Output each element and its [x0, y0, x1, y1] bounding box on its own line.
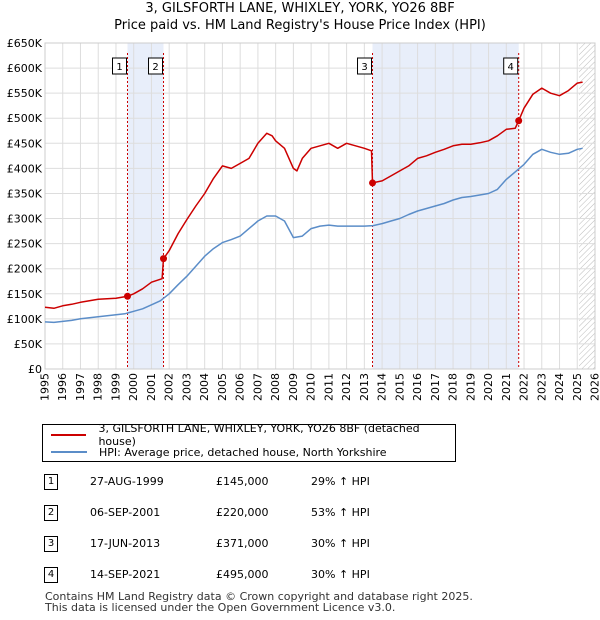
legend-label-property: 3, GILSFORTH LANE, WHIXLEY, YORK, YO26 8…	[98, 422, 420, 448]
y-tick-label: £0	[28, 363, 42, 376]
y-tick-label: £200K	[7, 263, 43, 276]
sale-badge: 4	[44, 567, 58, 583]
sale-badge: 2	[44, 505, 58, 521]
property-price-line	[44, 81, 583, 310]
x-tick-label: 2019	[464, 373, 477, 401]
x-tick-label: 2016	[411, 373, 424, 401]
x-tick-label: 1995	[39, 373, 52, 401]
sale-marker-label: 3	[361, 62, 367, 73]
y-tick-label: £100K	[7, 313, 43, 326]
sale-marker-label: 4	[508, 62, 514, 73]
footer-licence: This data is licensed under the Open Gov…	[45, 601, 396, 614]
x-tick-label: 2015	[393, 373, 406, 401]
x-tick-label: 2005	[216, 373, 229, 401]
sale-marker-box	[503, 57, 519, 75]
x-tick-label: 2008	[269, 373, 282, 401]
sale-marker-box	[112, 57, 127, 75]
sale-date: 06-SEP-2001	[90, 506, 161, 519]
x-tick-label: 2024	[553, 373, 566, 401]
sale-badge: 1	[44, 474, 58, 490]
x-tick-label: 2014	[376, 373, 389, 401]
footer-copyright: Contains HM Land Registry data © Crown c…	[45, 590, 473, 603]
y-tick-label: £150K	[7, 288, 43, 301]
sale-badge: 3	[44, 536, 58, 552]
x-tick-label: 2022	[518, 373, 531, 401]
legend-swatch-hpi	[51, 451, 87, 453]
x-tick-label: 2002	[163, 373, 176, 401]
sale-price: £145,000	[216, 475, 269, 488]
plot-frame	[44, 42, 596, 370]
future-hatch	[579, 43, 595, 369]
x-tick-label: 2018	[447, 373, 460, 401]
sale-date: 14-SEP-2021	[90, 568, 161, 581]
sale-hpi-change: 30% ↑ HPI	[311, 568, 370, 581]
ownership-period-shade	[127, 43, 164, 369]
x-tick-label: 1997	[74, 373, 87, 401]
legend: 3, GILSFORTH LANE, WHIXLEY, YORK, YO26 8…	[42, 422, 456, 462]
sale-marker-label: 1	[116, 62, 122, 73]
sale-point	[515, 117, 523, 125]
x-tick-label: 2007	[251, 373, 264, 401]
sale-point	[124, 292, 131, 300]
sale-marker-box	[357, 57, 373, 75]
x-tick-label: 2006	[234, 373, 247, 401]
sale-point	[160, 255, 168, 263]
y-tick-label: £250K	[7, 238, 43, 251]
x-tick-label: 2011	[322, 373, 335, 401]
sale-hpi-change: 30% ↑ HPI	[311, 537, 370, 550]
ownership-period-shade	[372, 43, 519, 369]
y-tick-label: £500K	[7, 112, 43, 125]
legend-item-property: 3, GILSFORTH LANE, WHIXLEY, YORK, YO26 8…	[51, 422, 455, 448]
sale-price: £371,000	[216, 537, 269, 550]
x-tick-label: 2010	[305, 373, 318, 401]
x-tick-label: 1996	[56, 373, 69, 401]
x-tick-label: 2009	[287, 373, 300, 401]
legend-label-hpi: HPI: Average price, detached house, Nort…	[99, 445, 387, 459]
sale-marker-box	[148, 57, 164, 75]
x-tick-label: 2000	[127, 373, 140, 401]
sale-date: 27-AUG-1999	[90, 475, 164, 488]
y-tick-label: £650K	[7, 37, 43, 50]
y-tick-label: £550K	[7, 87, 43, 100]
y-tick-label: £400K	[7, 162, 43, 175]
y-tick-label: £300K	[7, 213, 43, 226]
sale-hpi-change: 53% ↑ HPI	[311, 506, 370, 519]
y-tick-label: £50K	[14, 338, 43, 351]
chart-title: 3, GILSFORTH LANE, WHIXLEY, YORK, YO26 8…	[145, 1, 455, 16]
x-tick-label: 1999	[109, 373, 122, 401]
x-tick-label: 2026	[589, 373, 600, 401]
x-tick-label: 2025	[571, 373, 584, 401]
chart-subtitle: Price paid vs. HM Land Registry's House …	[114, 18, 486, 33]
x-tick-label: 2023	[535, 373, 548, 401]
x-tick-label: 2004	[198, 373, 211, 401]
x-tick-label: 2001	[145, 373, 158, 401]
sale-price: £495,000	[216, 568, 269, 581]
sale-marker-label: 2	[152, 62, 158, 73]
y-tick-label: £450K	[7, 137, 43, 150]
sale-point	[369, 179, 377, 187]
x-tick-label: 2017	[429, 373, 442, 401]
x-tick-label: 2012	[340, 373, 353, 401]
legend-swatch-property	[51, 434, 87, 436]
y-tick-label: £600K	[7, 62, 43, 75]
sale-hpi-change: 29% ↑ HPI	[311, 475, 370, 488]
x-tick-label: 2003	[180, 373, 193, 401]
x-tick-label: 1998	[92, 373, 105, 401]
x-tick-label: 2013	[358, 373, 371, 401]
sale-price: £220,000	[216, 506, 269, 519]
y-tick-label: £350K	[7, 187, 43, 200]
x-tick-label: 2021	[500, 373, 513, 401]
hpi-line	[44, 147, 583, 324]
x-tick-label: 2020	[482, 373, 495, 401]
price-chart: £0 £50K £100K £150K £200K £250K £300K £350K £400…	[7, 37, 600, 401]
legend-item-hpi: HPI: Average price, detached house, Nort…	[51, 444, 387, 460]
sale-date: 17-JUN-2013	[90, 537, 161, 550]
